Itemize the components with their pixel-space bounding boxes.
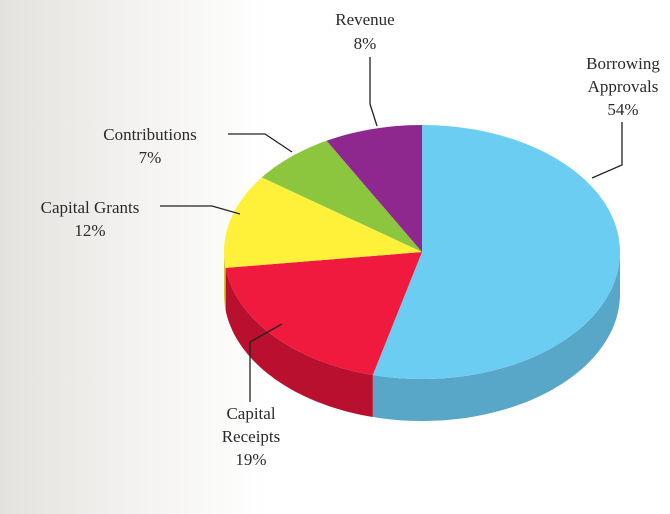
slice-side: [372, 252, 620, 421]
category-label: Capital Receipts: [221, 404, 281, 446]
category-label: Borrowing Approvals: [586, 54, 660, 96]
category-label: Capital Grants: [40, 198, 140, 217]
slice: [326, 125, 422, 252]
value-label: 12%: [74, 221, 106, 240]
value-label: 54%: [607, 100, 639, 119]
slice-side: [225, 267, 373, 417]
slice: [372, 125, 620, 379]
slice-side: [224, 252, 226, 310]
category-label: Contributions: [103, 125, 197, 144]
leader-line: [249, 323, 283, 402]
value-label: 19%: [235, 450, 267, 469]
value-label: 8%: [353, 34, 377, 53]
slice: [225, 252, 422, 375]
leader-line: [591, 122, 623, 179]
leader-line: [160, 205, 241, 215]
category-label: Revenue: [335, 10, 395, 29]
value-label: 7%: [138, 148, 162, 167]
slice: [261, 140, 422, 252]
leader-line: [369, 57, 378, 127]
slice: [224, 177, 422, 268]
leader-line: [228, 133, 293, 153]
